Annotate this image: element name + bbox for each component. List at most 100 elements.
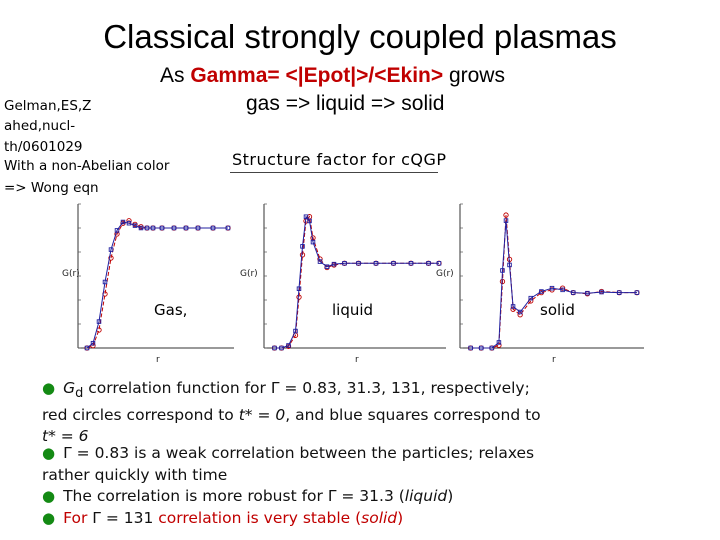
phase-label-solid: solid	[540, 301, 575, 319]
x-axis-label: r	[355, 355, 359, 365]
series-line	[470, 220, 637, 349]
figure-title-underline	[230, 172, 438, 173]
blue-square-point	[585, 290, 590, 296]
phase-label-liquid: liquid	[332, 301, 374, 319]
blue-square-point	[286, 343, 291, 348]
blue-square-point	[560, 287, 565, 293]
bullet-4-solid: solid	[361, 509, 398, 527]
gd-subscript: d	[75, 386, 84, 402]
blue-square-point	[342, 261, 347, 266]
bullet-1-t0: t* = 0	[238, 405, 286, 424]
bullet-dot-icon: ●	[42, 444, 56, 462]
blue-square-point	[102, 279, 108, 285]
slide-title: Classical strongly coupled plasmas	[103, 18, 617, 55]
liquid-correlation-plot: G(r) r	[240, 203, 446, 365]
blue-square-point	[356, 261, 361, 266]
blue-square-point	[426, 261, 431, 266]
y-axis-label: G(r)	[62, 269, 80, 279]
gas-correlation-plot: G(r) r	[62, 203, 234, 365]
bullet-1-t6: t* = 6	[42, 427, 89, 446]
bullet-4-text: correlation is very stable (	[153, 509, 362, 527]
bullet-3-text: The correlation is more robust for Γ = 3…	[63, 487, 405, 505]
blue-square-point	[478, 345, 484, 351]
series-line	[274, 215, 439, 349]
reference-line-1: Gelman,ES,Z	[4, 98, 92, 114]
blue-square-point	[510, 304, 516, 309]
bullet-dot-icon: ●	[42, 487, 56, 505]
reference-line-3: th/0601029	[4, 139, 83, 155]
blue-square-point	[114, 228, 120, 233]
blue-square-point	[570, 290, 576, 295]
bullet-dot-icon: ●	[42, 509, 56, 527]
blue-square-point	[507, 262, 512, 268]
bullet-correlation-function: ● Gd correlation function for Γ = 0.83, 3…	[42, 378, 682, 448]
series-line	[470, 215, 637, 349]
blue-square-point	[599, 289, 604, 295]
blue-square-point	[293, 328, 298, 334]
blue-square-point	[528, 295, 534, 301]
x-axis-label: r	[552, 355, 556, 365]
blue-square-point	[634, 290, 640, 295]
series-line	[274, 215, 439, 349]
reference-line-5: => Wong eqn	[4, 180, 99, 196]
blue-square-point	[126, 220, 132, 226]
red-circle-point	[299, 252, 306, 258]
series-line	[86, 221, 228, 349]
blue-square-point	[408, 261, 414, 266]
reference-line-2: ahed,nucl-	[4, 118, 76, 134]
bullet-2-line-1: Γ = 0.83 is a weak correlation between t…	[63, 444, 535, 462]
bullet-3-close: )	[447, 487, 454, 505]
blue-square-point	[96, 319, 102, 324]
blue-square-point	[195, 225, 201, 231]
blue-square-point	[225, 225, 231, 231]
subtitle-line-2: gas => liquid => solid	[246, 92, 445, 115]
blue-square-point	[307, 218, 312, 224]
blue-square-point	[616, 290, 622, 295]
bullet-1-blue-squares: , and blue squares correspond to	[285, 405, 541, 424]
blue-square-point	[144, 225, 150, 231]
x-axis-label: r	[156, 355, 160, 365]
blue-square-point	[324, 264, 330, 269]
series-line	[86, 220, 228, 349]
bullet-2-line-2: rather quickly with time	[42, 465, 228, 484]
y-axis-label: G(r)	[240, 269, 258, 279]
blue-square-point	[549, 285, 555, 291]
blue-square-point	[503, 218, 509, 223]
blue-square-point	[500, 268, 505, 273]
blue-square-point	[310, 239, 316, 245]
red-circle-point	[296, 294, 302, 300]
blue-square-point	[331, 261, 337, 267]
blue-square-point	[210, 225, 216, 231]
blue-square-point	[317, 259, 323, 264]
blue-square-point	[90, 340, 96, 346]
blue-square-point	[183, 225, 189, 231]
blue-square-point	[391, 261, 396, 266]
bullet-4-close: )	[397, 509, 404, 527]
subtitle-line-1: As Gamma= <|Epot|>/<Ekin> grows	[160, 64, 505, 88]
blue-square-point	[436, 261, 442, 266]
blue-square-point	[373, 261, 379, 266]
figure-title: Structure factor for cQGP	[232, 150, 447, 169]
reference-line-4: With a non-Abelian color	[4, 158, 170, 174]
blue-square-point	[120, 219, 126, 225]
blue-square-point	[539, 289, 544, 294]
bullet-1-text: correlation function for Γ = 0.83, 31.3,…	[83, 379, 530, 397]
bullet-4-for: For	[63, 509, 93, 527]
bullet-weak-correlation: ● Γ = 0.83 is a weak correlation between …	[42, 443, 682, 486]
blue-square-point	[84, 345, 90, 351]
blue-square-point	[138, 225, 144, 231]
bullet-liquid: ● The correlation is more robust for Γ = …	[42, 486, 682, 508]
subtitle-prefix: As	[160, 64, 191, 87]
blue-square-point	[272, 345, 277, 351]
blue-square-point	[468, 345, 473, 351]
blue-square-point	[300, 244, 305, 249]
blue-square-point	[159, 225, 165, 231]
phase-label-gas: Gas,	[154, 301, 188, 319]
bullet-4-gamma: Γ = 131	[92, 509, 154, 527]
bullet-solid: ● For Γ = 131 correlation is very stable …	[42, 508, 682, 530]
bullet-3-liquid: liquid	[404, 487, 448, 505]
bullet-1-red-circles: red circles correspond to	[42, 405, 239, 424]
blue-square-point	[132, 223, 138, 228]
blue-square-point	[489, 345, 495, 351]
red-circle-point	[503, 212, 509, 218]
